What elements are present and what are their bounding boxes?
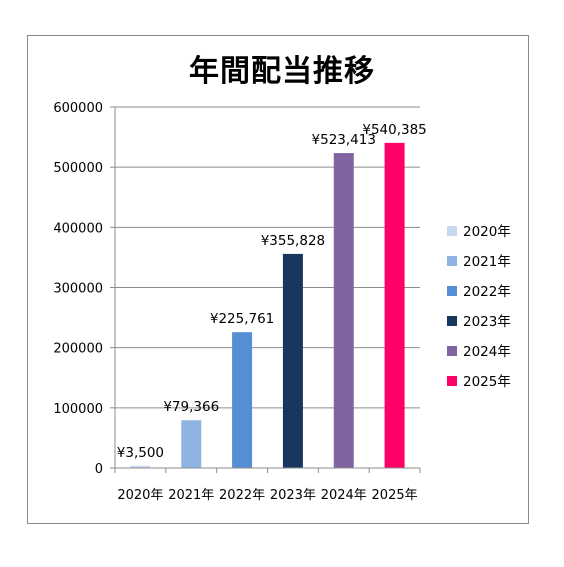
- legend-label: 2024年: [463, 344, 511, 360]
- data-label: ¥355,828: [261, 233, 325, 249]
- y-tick-label: 200000: [53, 342, 103, 357]
- bar-2021年: [181, 420, 202, 468]
- y-tick-label: 300000: [53, 282, 103, 297]
- legend-label: 2021年: [463, 254, 511, 270]
- legend-label: 2022年: [463, 284, 511, 300]
- legend-swatch: [447, 376, 457, 386]
- y-tick-label: 600000: [53, 101, 103, 116]
- x-tick-label: 2022年: [219, 488, 265, 503]
- bar-2025年: [384, 142, 405, 469]
- bar-2024年: [333, 153, 354, 469]
- legend-swatch: [447, 226, 457, 236]
- bar-2023年: [282, 253, 303, 468]
- y-tick-label: 400000: [53, 221, 103, 236]
- data-label: ¥540,385: [362, 122, 426, 138]
- data-label: ¥79,366: [163, 399, 219, 415]
- legend-label: 2023年: [463, 314, 511, 330]
- x-tick-label: 2021年: [168, 488, 214, 503]
- legend-swatch: [447, 346, 457, 356]
- data-label: ¥225,761: [210, 311, 274, 327]
- legend-swatch: [447, 256, 457, 266]
- bar-2020年: [130, 465, 151, 468]
- y-tick-label: 100000: [53, 402, 103, 417]
- legend-label: 2025年: [463, 374, 511, 390]
- legend-swatch: [447, 316, 457, 326]
- legend-label: 2020年: [463, 224, 511, 240]
- x-tick-label: 2020年: [117, 488, 163, 503]
- data-label: ¥3,500: [117, 445, 164, 461]
- legend-swatch: [447, 286, 457, 296]
- chart-title: 年間配当推移: [189, 54, 375, 89]
- bar-2022年: [232, 332, 253, 468]
- data-label: ¥523,413: [312, 132, 376, 148]
- x-tick-label: 2024年: [321, 488, 367, 503]
- x-tick-label: 2025年: [372, 488, 418, 503]
- y-tick-label: 500000: [53, 161, 103, 176]
- chart-area: [27, 35, 529, 524]
- x-tick-label: 2023年: [270, 488, 316, 503]
- y-tick-label: 0: [95, 462, 103, 477]
